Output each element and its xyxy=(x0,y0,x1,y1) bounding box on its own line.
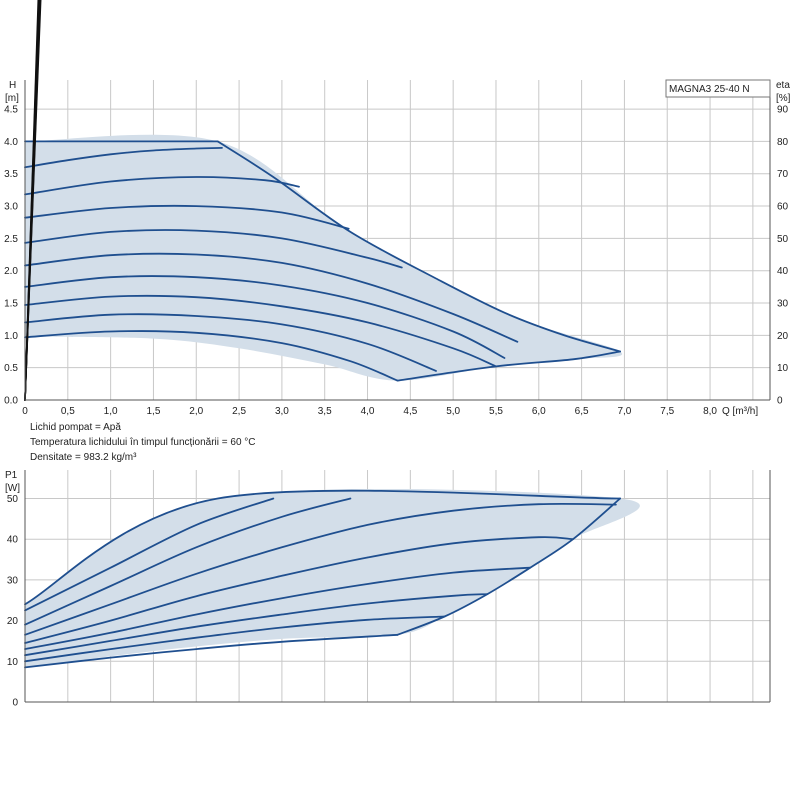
head-y-tick-label: 1.5 xyxy=(4,299,18,310)
head-y-tick-label: 3.0 xyxy=(4,202,18,213)
head-x-tick-label: 2,0 xyxy=(189,406,203,417)
power-curve xyxy=(396,497,621,636)
head-x-tick-label: 7,5 xyxy=(660,406,674,417)
power-curve xyxy=(24,502,617,636)
head-curve xyxy=(24,147,223,169)
info-density: Densitate = 983.2 kg/m³ xyxy=(30,452,137,463)
power-curve xyxy=(24,536,574,644)
eta-y-tick-label: 70 xyxy=(777,169,789,180)
head-y-tick-label: 2.5 xyxy=(4,234,18,245)
head-x-tick-label: 2,5 xyxy=(232,406,246,417)
eta-y-tick-label: 90 xyxy=(777,105,789,116)
head-y-tick-label: 4.5 xyxy=(4,105,18,116)
eta-y-tick-label: 40 xyxy=(777,266,789,277)
head-x-tick-label: 5,5 xyxy=(489,406,503,417)
head-curve xyxy=(396,350,621,382)
power-y-tick-label: 10 xyxy=(7,657,19,668)
model-label: MAGNA3 25-40 N xyxy=(669,84,750,95)
power-y-tick-label: 40 xyxy=(7,535,19,546)
head-plot: 0.0 0.5 1.0 1.5 2.0 2.5 3.0 3.5 4.0 4.5 0 10 20 30 40 5… xyxy=(4,0,789,417)
head-axis-label-unit: [m] xyxy=(5,93,19,104)
power-curve xyxy=(24,566,532,650)
info-liquid: Lichid pompat = Apă xyxy=(30,422,121,433)
head-x-tick-label: 5,0 xyxy=(446,406,460,417)
power-curve xyxy=(24,489,621,606)
head-curve xyxy=(24,176,300,196)
model-label-box xyxy=(665,79,771,98)
power-y-tick-label: 50 xyxy=(7,494,19,505)
head-envelope-area xyxy=(25,134,623,381)
eta-y-tick-label: 0 xyxy=(777,396,783,407)
flow-axis-label: Q [m³/h] xyxy=(722,406,758,417)
eta-axis-label-unit: [%] xyxy=(776,93,791,104)
eta-y-tick-label: 20 xyxy=(777,331,789,342)
head-y-tick-label: 4.0 xyxy=(4,137,18,148)
power-axis-label-p1: P1 xyxy=(5,470,18,481)
power-curve xyxy=(24,497,275,612)
head-x-tick-label: 1,5 xyxy=(146,406,160,417)
power-curve xyxy=(24,497,352,626)
head-x-tick-label: 1,0 xyxy=(104,406,118,417)
power-y-tick-label: 0 xyxy=(12,698,18,709)
head-curve xyxy=(24,313,437,372)
head-x-tick-label: 0,5 xyxy=(61,406,75,417)
power-plot: 0 10 20 30 40 50 xyxy=(7,470,771,709)
power-curve xyxy=(24,593,489,657)
head-curve xyxy=(216,140,621,353)
head-curve xyxy=(24,229,403,269)
head-y-tick-label: 3.5 xyxy=(4,169,18,180)
head-x-tick-label: 8,0 xyxy=(703,406,717,417)
power-y-tick-label: 20 xyxy=(7,616,19,627)
eta-y-tick-label: 60 xyxy=(777,202,789,213)
head-x-tick-label: 6,0 xyxy=(532,406,546,417)
power-curve xyxy=(24,615,446,663)
eta-axis-label: eta xyxy=(776,80,790,91)
head-x-tick-label: 4,5 xyxy=(403,406,417,417)
head-axis-label-h: H xyxy=(9,80,16,91)
head-x-tick-label: 3,5 xyxy=(318,406,332,417)
head-y-tick-label: 0.5 xyxy=(4,363,18,374)
head-curve xyxy=(24,252,519,343)
head-y-tick-label: 0.0 xyxy=(4,396,18,407)
head-curve xyxy=(24,330,399,382)
eta-y-tick-label: 30 xyxy=(777,299,789,310)
head-y-tick-label: 1.0 xyxy=(4,331,18,342)
head-y-tick-label: 2.0 xyxy=(4,266,18,277)
eta-y-tick-label: 80 xyxy=(777,137,789,148)
head-x-tick-label: 3,0 xyxy=(275,406,289,417)
power-axis-label-unit: [W] xyxy=(5,483,20,494)
head-curve xyxy=(24,275,506,359)
head-curve xyxy=(24,204,350,230)
eta-y-tick-label: 50 xyxy=(777,234,789,245)
head-x-tick-label: 0 xyxy=(22,406,28,417)
head-x-tick-label: 4,0 xyxy=(361,406,375,417)
head-x-tick-label: 7,0 xyxy=(617,406,631,417)
eta-y-tick-label: 10 xyxy=(777,363,789,374)
power-curve xyxy=(24,633,399,669)
info-temperature: Temperatura lichidului în timpul funcțio… xyxy=(30,437,256,448)
head-curve xyxy=(24,294,497,368)
head-x-tick-label: 6,5 xyxy=(575,406,589,417)
power-y-tick-label: 30 xyxy=(7,575,19,586)
